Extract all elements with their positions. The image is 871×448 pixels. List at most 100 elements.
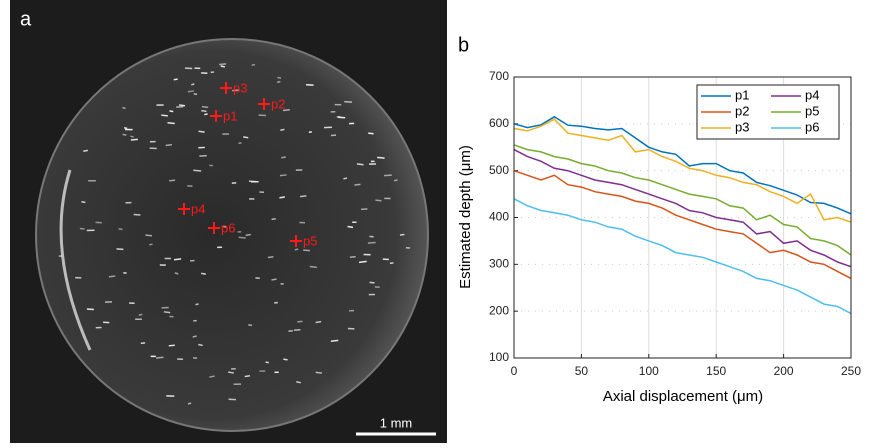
speck [145, 235, 152, 236]
speck [123, 134, 127, 135]
speck [134, 215, 141, 216]
speck [277, 82, 280, 83]
x-axis-label: Axial displacement (μm) [603, 388, 763, 405]
x-tick-label: 100 [639, 364, 659, 378]
x-tick-label: 50 [575, 364, 589, 378]
legend-label: p3 [735, 119, 749, 134]
speck [350, 257, 356, 258]
speck [272, 219, 276, 220]
speck [279, 197, 284, 198]
speck [280, 129, 284, 130]
x-tick-label: 200 [774, 364, 794, 378]
speck [81, 202, 85, 203]
speck [310, 266, 317, 267]
speck [141, 343, 145, 344]
legend-label: p4 [805, 87, 819, 102]
x-tick-label: 250 [841, 364, 861, 378]
speck [280, 175, 287, 176]
speck [201, 273, 206, 274]
speck [201, 111, 206, 112]
speck [156, 357, 163, 358]
y-tick-label: 700 [489, 69, 509, 83]
y-tick-label: 200 [489, 303, 509, 317]
speck [130, 136, 133, 137]
speck [193, 170, 201, 171]
speck [122, 108, 125, 109]
scale-bar-label: 1 mm [380, 415, 413, 430]
point-label: p6 [221, 220, 235, 235]
speck [80, 229, 85, 230]
y-tick-label: 300 [489, 257, 509, 271]
y-axis-label: Estimated depth (μm) [457, 145, 474, 289]
speck [221, 66, 225, 67]
speck [268, 257, 274, 258]
x-tick-label: 150 [706, 364, 726, 378]
speck [370, 282, 375, 283]
speck [394, 180, 397, 181]
legend-label: p2 [735, 103, 749, 118]
speck [390, 263, 394, 264]
speck [357, 164, 364, 165]
speck [359, 261, 367, 262]
speck [316, 322, 322, 323]
speck [202, 107, 208, 108]
speck [283, 359, 287, 360]
speck [109, 276, 115, 277]
speck [174, 79, 178, 80]
speck [169, 111, 173, 112]
speck [245, 376, 250, 377]
speck [354, 184, 360, 185]
speck [300, 196, 306, 197]
speck [166, 145, 172, 146]
speck [246, 235, 251, 236]
speck [271, 279, 276, 280]
speck [228, 372, 234, 373]
speck [199, 156, 206, 157]
speck [164, 312, 170, 313]
panel-label: b [458, 34, 469, 56]
speck [119, 229, 123, 230]
speck [252, 65, 255, 66]
speck [193, 336, 197, 337]
speck [277, 77, 281, 78]
legend-label: p5 [805, 103, 819, 118]
point-label: p2 [271, 96, 285, 111]
panel-label: a [20, 8, 32, 30]
speck [198, 344, 202, 345]
speck [209, 376, 214, 377]
speck [368, 133, 373, 134]
speck [348, 226, 353, 227]
speck [296, 382, 301, 383]
speck [149, 244, 152, 245]
speck [83, 150, 88, 151]
speck [188, 91, 194, 92]
speck [238, 143, 241, 144]
point-label: p3 [233, 80, 247, 95]
speck [204, 114, 207, 115]
speck [131, 139, 138, 140]
speck [295, 249, 298, 250]
speck [199, 131, 205, 132]
speck [124, 128, 127, 129]
speck [167, 123, 174, 124]
speck [400, 234, 404, 235]
x-tick-label: 0 [511, 364, 518, 378]
y-tick-label: 600 [489, 116, 509, 130]
speck [344, 102, 352, 103]
speck [139, 314, 143, 315]
speck [368, 243, 376, 244]
legend-label: p1 [735, 87, 749, 102]
speck [281, 157, 286, 158]
speck [239, 237, 246, 238]
speck [169, 345, 175, 346]
speck [219, 64, 226, 65]
speck [343, 178, 347, 179]
point-label: p1 [223, 108, 237, 123]
speck [248, 325, 252, 326]
speck [331, 340, 338, 341]
speck [176, 107, 183, 108]
speck [375, 200, 381, 201]
speck [175, 273, 178, 274]
